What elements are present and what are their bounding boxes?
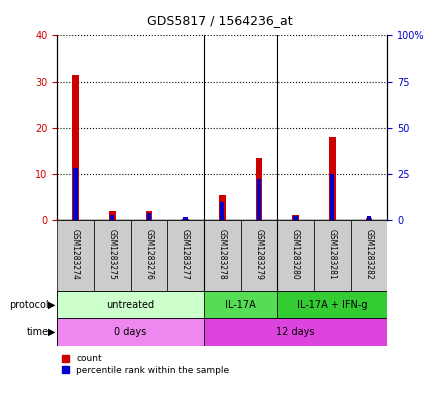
Bar [110,215,114,220]
Text: protocol: protocol [9,299,48,310]
Bar [293,217,298,220]
Bar [256,158,262,220]
Bar [57,291,204,318]
Text: IL-17A: IL-17A [225,299,256,310]
Bar [257,180,261,220]
Bar [183,217,188,220]
Bar [204,318,387,346]
Text: GSM1283276: GSM1283276 [144,229,154,279]
Bar [277,291,387,318]
Text: 12 days: 12 days [276,327,315,337]
Bar [94,220,131,291]
Text: 0 days: 0 days [114,327,147,337]
Text: ▶: ▶ [48,299,55,310]
Bar [146,211,152,220]
Bar [219,195,226,220]
Bar [73,168,78,220]
Bar [330,174,334,220]
Bar [204,291,277,318]
Bar [57,318,204,346]
Text: GSM1283275: GSM1283275 [108,229,117,279]
Bar [329,137,336,220]
Bar [131,220,167,291]
Bar [351,220,387,291]
Text: untreated: untreated [106,299,154,310]
Bar [109,211,116,220]
Bar [292,215,299,220]
Bar [182,219,189,220]
Bar [72,75,79,220]
Text: GSM1283274: GSM1283274 [71,229,80,279]
Text: IL-17A + IFN-g: IL-17A + IFN-g [297,299,367,310]
Text: GSM1283277: GSM1283277 [181,229,190,279]
Text: ▶: ▶ [48,327,55,337]
Text: GSM1283282: GSM1283282 [364,229,374,279]
Bar [167,220,204,291]
Bar [147,213,151,220]
Bar [241,220,277,291]
Legend: count, percentile rank within the sample: count, percentile rank within the sample [62,354,229,375]
Bar [220,202,224,220]
Bar [277,220,314,291]
Bar [367,217,371,220]
Text: GSM1283278: GSM1283278 [218,229,227,279]
Bar [366,218,372,220]
Bar [57,220,94,291]
Bar [204,220,241,291]
Text: GSM1283279: GSM1283279 [254,229,264,279]
Bar [314,220,351,291]
Text: time: time [26,327,48,337]
Text: GSM1283281: GSM1283281 [328,229,337,279]
Text: GSM1283280: GSM1283280 [291,229,300,279]
Text: GDS5817 / 1564236_at: GDS5817 / 1564236_at [147,14,293,27]
